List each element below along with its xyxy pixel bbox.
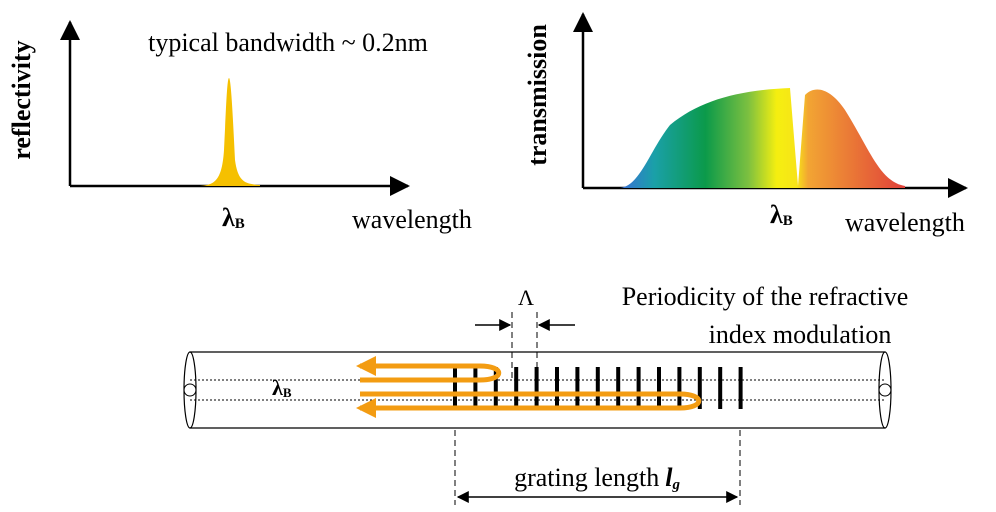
symbol: λ: [770, 200, 783, 229]
period-symbol: Λ: [518, 285, 534, 310]
subscript: g: [671, 477, 680, 493]
grating-line: [718, 367, 723, 409]
grating-line: [575, 367, 580, 409]
subscript: B: [283, 385, 292, 400]
reflected-light: [356, 391, 702, 418]
fiber: λB Λ Periodicity of the refractive index…: [183, 282, 909, 505]
reflected-light: [356, 356, 502, 383]
reflection-peak: [200, 78, 260, 186]
subscript: B: [783, 213, 793, 229]
peak-label: λB: [222, 203, 245, 232]
grating-line: [636, 367, 641, 409]
symbol: λ: [222, 203, 235, 232]
grating-line: [514, 367, 519, 409]
grating-line: [555, 367, 559, 409]
fiber-end: [878, 351, 892, 429]
grating: [453, 367, 743, 409]
grating-line: [738, 367, 743, 409]
grating-line: [473, 367, 478, 409]
period-description: index modulation: [709, 320, 892, 349]
grating-line: [595, 367, 600, 409]
y-label: reflectivity: [7, 40, 36, 159]
core-end: [183, 383, 197, 397]
grating-length-label: grating length lg: [514, 463, 680, 493]
symbol: λ: [272, 375, 283, 400]
grating-line: [453, 367, 457, 409]
grating-line: [697, 367, 702, 409]
reflectivity-plot: reflectivity typical bandwidth ~ 0.2nm λ…: [7, 20, 472, 234]
x-label: wavelength: [352, 205, 472, 234]
transmission-plot: transmission λB wavelength: [523, 12, 968, 237]
text: grating length: [514, 463, 659, 492]
grating-line: [616, 367, 621, 409]
y-label: transmission: [523, 24, 552, 166]
symbol: l: [665, 463, 673, 492]
fiber-end: [183, 351, 197, 429]
x-label: wavelength: [845, 208, 965, 237]
grating-line: [493, 367, 498, 409]
wave-label: λB: [272, 375, 292, 400]
transmission-spectrum: [620, 88, 905, 188]
core-end: [878, 383, 892, 397]
annotation: typical bandwidth ~ 0.2nm: [148, 28, 428, 57]
period-description: Periodicity of the refractive: [622, 282, 909, 311]
grating-line: [677, 367, 682, 409]
dip-label: λB: [770, 200, 793, 229]
grating-line: [534, 367, 539, 409]
subscript: B: [235, 216, 245, 232]
grating-line: [657, 367, 661, 409]
